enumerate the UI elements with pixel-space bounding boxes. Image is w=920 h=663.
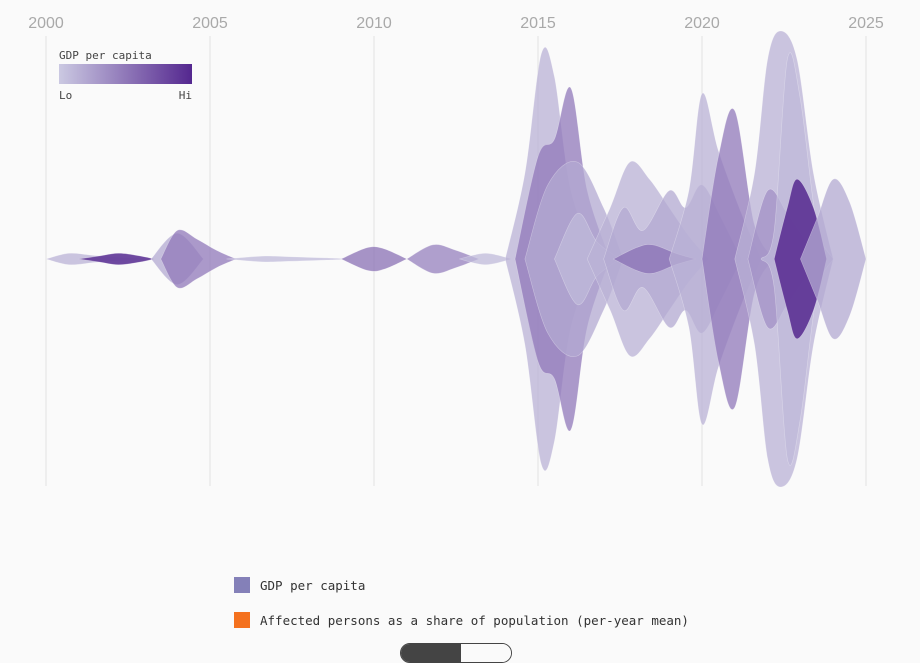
tick-label-2015: 2015 [520,15,556,32]
category-legend: GDP per capita Affected persons as a sha… [234,576,689,646]
year-tick-labels: 2000 2005 2010 2015 2020 2025 [28,15,884,32]
gradient-legend-high: Hi [179,89,192,102]
tick-label-2010: 2010 [356,15,392,32]
stream-layer-5[interactable] [226,255,352,263]
view-toggle[interactable] [400,643,512,663]
toggle-option-left[interactable] [401,644,461,662]
gradient-legend-title: GDP per capita [59,49,152,62]
toggle-option-right[interactable] [461,644,511,662]
stream-layer-22[interactable] [800,178,867,340]
legend-swatch-gdp [234,577,250,593]
stream-layer-4[interactable] [160,229,237,289]
tick-label-2020: 2020 [684,15,720,32]
gradient-legend-bar [59,64,192,84]
legend-item-gdp[interactable]: GDP per capita [234,576,689,594]
streamgraph-chart: 2000 2005 2010 2015 2020 2025 GDP per capita … [28,15,884,488]
gdp-gradient-legend: GDP per capita Lo Hi [59,49,192,102]
legend-item-affected[interactable]: Affected persons as a share of populatio… [234,611,689,629]
tick-label-2025: 2025 [848,15,884,32]
legend-swatch-affected [234,612,250,628]
tick-label-2005: 2005 [192,15,228,32]
stream-layer-6[interactable] [340,246,408,272]
tick-label-2000: 2000 [28,15,64,32]
stream-layers [45,30,867,488]
legend-label-affected: Affected persons as a share of populatio… [260,612,689,628]
legend-label-gdp: GDP per capita [260,577,366,593]
gradient-legend-low: Lo [59,89,72,102]
